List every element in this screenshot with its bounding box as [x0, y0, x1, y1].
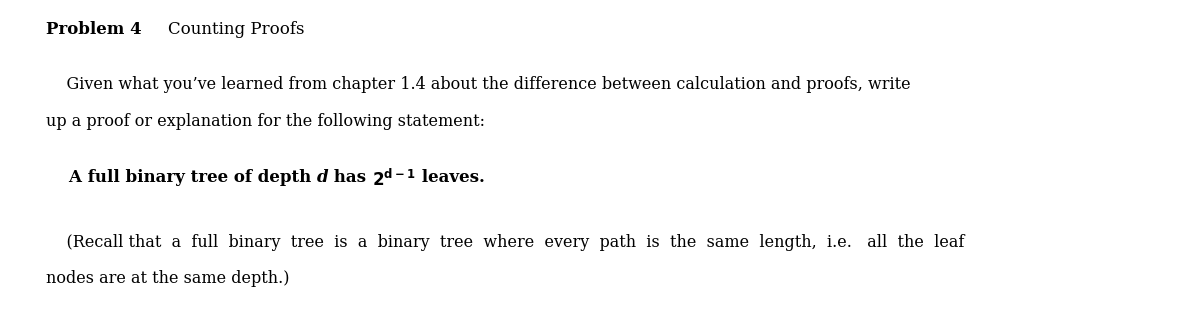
Text: $\mathbf{2^{d-1}}$: $\mathbf{2^{d-1}}$ — [372, 169, 415, 190]
Text: up a proof or explanation for the following statement:: up a proof or explanation for the follow… — [46, 113, 485, 130]
Text: (Recall that  a  full  binary  tree  is  a  binary  tree  where  every  path  is: (Recall that a full binary tree is a bin… — [46, 234, 964, 251]
Text: Counting Proofs: Counting Proofs — [168, 21, 304, 38]
Text: nodes are at the same depth.): nodes are at the same depth.) — [46, 270, 289, 287]
Text: has: has — [329, 169, 372, 185]
Text: Given what you’ve learned from chapter 1.4 about the difference between calculat: Given what you’ve learned from chapter 1… — [46, 76, 911, 93]
Text: Problem 4: Problem 4 — [46, 21, 142, 38]
Text: leaves.: leaves. — [415, 169, 485, 185]
Text: A full binary tree of depth: A full binary tree of depth — [46, 169, 317, 185]
Text: d: d — [317, 169, 329, 185]
